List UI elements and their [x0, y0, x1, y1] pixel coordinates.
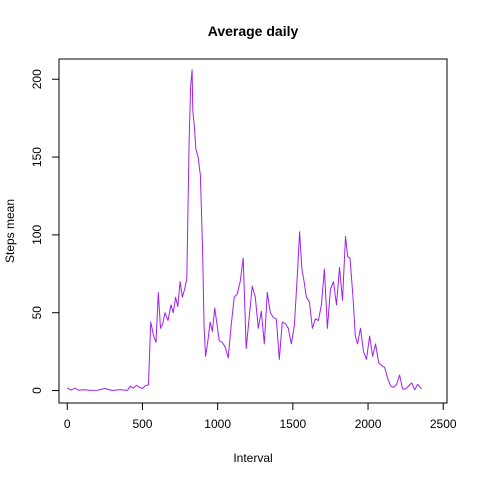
plot-frame — [59, 59, 447, 403]
x-axis-label: Interval — [233, 451, 272, 465]
y-tick-label: 100 — [30, 225, 44, 245]
series-line — [67, 70, 421, 391]
x-axis: 0 500 1000 1500 2000 2500 — [64, 403, 457, 431]
x-tick-label: 2500 — [430, 417, 457, 431]
x-tick-label: 2000 — [355, 417, 382, 431]
y-tick-label: 150 — [30, 147, 44, 167]
y-tick-label: 200 — [30, 69, 44, 89]
y-axis-label: Steps mean — [3, 199, 17, 263]
chart-title: Average daily — [208, 23, 299, 39]
x-tick-label: 0 — [64, 417, 71, 431]
x-tick-label: 500 — [132, 417, 152, 431]
x-tick-label: 1500 — [280, 417, 307, 431]
y-axis: 0 50 100 150 200 — [30, 69, 59, 394]
x-tick-label: 1000 — [204, 417, 231, 431]
y-tick-label: 50 — [30, 306, 44, 320]
y-tick-label: 0 — [30, 387, 44, 394]
